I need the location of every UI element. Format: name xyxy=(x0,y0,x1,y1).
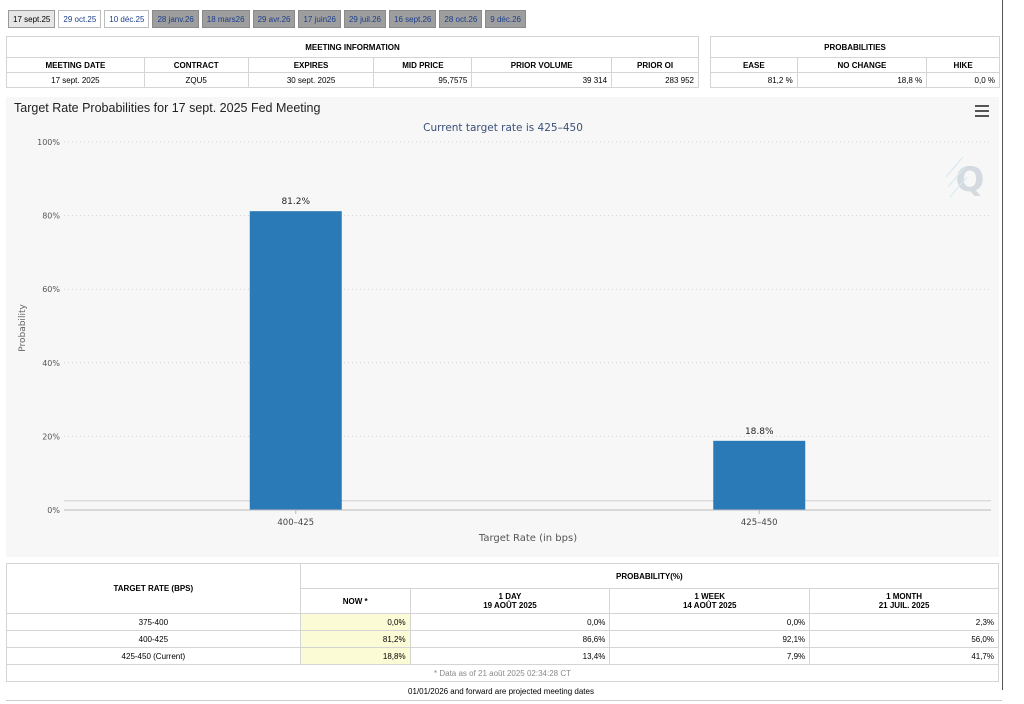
y-tick-label: 20% xyxy=(42,432,60,441)
probability-history: TARGET RATE (BPS) PROBABILITY(%) NOW * 1… xyxy=(6,563,1000,682)
y-tick-label: 0% xyxy=(47,506,60,515)
prior-volume-value: 39 314 xyxy=(471,72,613,88)
header-now: NOW * xyxy=(299,588,411,614)
header-prior-oi: PRIOR OI xyxy=(611,57,699,73)
rate-cell: 400-425 xyxy=(6,630,301,648)
meeting-tabs: 17 sept.25 29 oct.25 10 déc.25 28 janv.2… xyxy=(8,10,526,30)
header-prior-volume: PRIOR VOLUME xyxy=(471,57,613,73)
data-label: 18.8% xyxy=(745,427,774,437)
tab-meeting-3[interactable]: 10 déc.25 xyxy=(104,10,150,28)
tab-meeting-1[interactable]: 17 sept.25 xyxy=(8,10,56,28)
tab-meeting-9[interactable]: 16 sept.26 xyxy=(389,10,437,28)
header-ease: EASE xyxy=(710,57,798,73)
header-mid-price: MID PRICE xyxy=(373,57,473,73)
now-cell: 81,2% xyxy=(299,630,411,648)
header-1-day-date: 19 AOÛT 2025 xyxy=(483,601,537,610)
tab-meeting-4[interactable]: 28 janv.26 xyxy=(152,10,199,28)
x-tick-label: 425–450 xyxy=(741,518,778,528)
month-cell: 2,3% xyxy=(809,613,999,631)
meeting-info-table: MEETING INFORMATION MEETING DATE CONTRAC… xyxy=(6,36,699,88)
y-axis-label: Probability xyxy=(18,304,28,352)
x-tick-label: 400–425 xyxy=(277,518,314,528)
mid-price-value: 95,7575 xyxy=(373,72,473,88)
probabilities-caption: PROBABILITIES xyxy=(710,36,1000,58)
hike-value: 0,0 % xyxy=(926,72,1000,88)
tab-meeting-10[interactable]: 28 oct.26 xyxy=(439,10,483,28)
chart-subtitle: Current target rate is 425–450 xyxy=(423,122,583,134)
rate-cell: 375-400 xyxy=(6,613,301,631)
month-cell: 56,0% xyxy=(809,630,999,648)
y-tick-label: 40% xyxy=(42,359,60,368)
tab-meeting-7[interactable]: 17 juin26 xyxy=(298,10,341,28)
tab-meeting-2[interactable]: 29 oct.25 xyxy=(58,10,102,28)
day-cell: 0,0% xyxy=(409,613,611,631)
bar[interactable] xyxy=(249,211,342,510)
tab-meeting-5[interactable]: 18 mars26 xyxy=(201,10,250,28)
week-cell: 7,9% xyxy=(609,647,811,665)
probability-history-table: TARGET RATE (BPS) PROBABILITY(%) NOW * 1… xyxy=(6,563,1000,682)
page-border xyxy=(1002,0,1003,690)
y-tick-label: 60% xyxy=(42,285,60,294)
day-cell: 13,4% xyxy=(409,647,611,665)
header-probability: PROBABILITY(%) xyxy=(299,563,1000,589)
day-cell: 86,6% xyxy=(409,630,611,648)
week-cell: 92,1% xyxy=(609,630,811,648)
header-contract: CONTRACT xyxy=(143,57,249,73)
header-target-rate: TARGET RATE (BPS) xyxy=(6,563,301,614)
tab-meeting-11[interactable]: 9 déc.26 xyxy=(485,10,526,28)
rate-cell: 425-450 (Current) xyxy=(6,647,301,665)
prior-oi-value: 283 952 xyxy=(611,72,699,88)
y-tick-label: 80% xyxy=(42,212,60,221)
contract-value: ZQU5 xyxy=(143,72,249,88)
table-row: 425-450 (Current) 18,8% 13,4% 7,9% 41,7% xyxy=(6,647,999,665)
bar[interactable] xyxy=(713,440,806,510)
header-no-change: NO CHANGE xyxy=(796,57,928,73)
meeting-info-caption: MEETING INFORMATION xyxy=(6,36,699,58)
header-1-month-date: 21 JUIL. 2025 xyxy=(878,601,930,610)
table-row: 375-400 0,0% 0,0% 0,0% 2,3% xyxy=(6,613,999,631)
header-1-week-date: 14 AOÛT 2025 xyxy=(682,601,737,610)
table-row: 400-425 81,2% 86,6% 92,1% 56,0% xyxy=(6,630,999,648)
probability-chart: Target Rate Probabilities for 17 sept. 2… xyxy=(6,97,999,557)
tab-meeting-8[interactable]: 29 juil.26 xyxy=(343,10,386,28)
probabilities-table: PROBABILITIES EASE NO CHANGE HIKE 81,2 %… xyxy=(710,36,1000,88)
data-as-of-note: * Data as of 21 août 2025 02:34:28 CT xyxy=(6,664,999,682)
svg-text:Q: Q xyxy=(956,160,985,200)
ease-value: 81,2 % xyxy=(710,72,798,88)
bottom-divider xyxy=(6,700,1002,701)
hamburger-menu-icon[interactable] xyxy=(975,105,989,117)
header-expires: EXPIRES xyxy=(247,57,375,73)
header-1-day-label: 1 DAY xyxy=(498,592,522,601)
now-cell: 18,8% xyxy=(299,647,411,665)
tab-meeting-6[interactable]: 29 avr.26 xyxy=(252,10,296,28)
header-1-day: 1 DAY 19 AOÛT 2025 xyxy=(409,588,611,614)
q-logo-icon: Q xyxy=(945,156,985,200)
no-change-value: 18,8 % xyxy=(796,72,928,88)
x-axis-label: Target Rate (in bps) xyxy=(478,533,577,544)
header-1-month: 1 MONTH 21 JUIL. 2025 xyxy=(809,588,999,614)
chart-title: Target Rate Probabilities for 17 sept. 2… xyxy=(14,101,321,115)
header-1-month-label: 1 MONTH xyxy=(886,592,923,601)
data-label: 81.2% xyxy=(281,197,310,207)
week-cell: 0,0% xyxy=(609,613,811,631)
header-hike: HIKE xyxy=(926,57,1000,73)
header-meeting-date: MEETING DATE xyxy=(6,57,145,73)
projected-dates-footnote: 01/01/2026 and forward are projected mee… xyxy=(408,687,594,696)
header-1-week: 1 WEEK 14 AOÛT 2025 xyxy=(609,588,811,614)
chart-plot: Current target rate is 425–450 Q 81.2% 18… xyxy=(18,122,991,544)
y-tick-label: 100% xyxy=(37,138,60,147)
now-cell: 0,0% xyxy=(299,613,411,631)
expires-value: 30 sept. 2025 xyxy=(247,72,375,88)
header-1-week-label: 1 WEEK xyxy=(694,592,726,601)
month-cell: 41,7% xyxy=(809,647,999,665)
meeting-date-value: 17 sept. 2025 xyxy=(6,72,145,88)
